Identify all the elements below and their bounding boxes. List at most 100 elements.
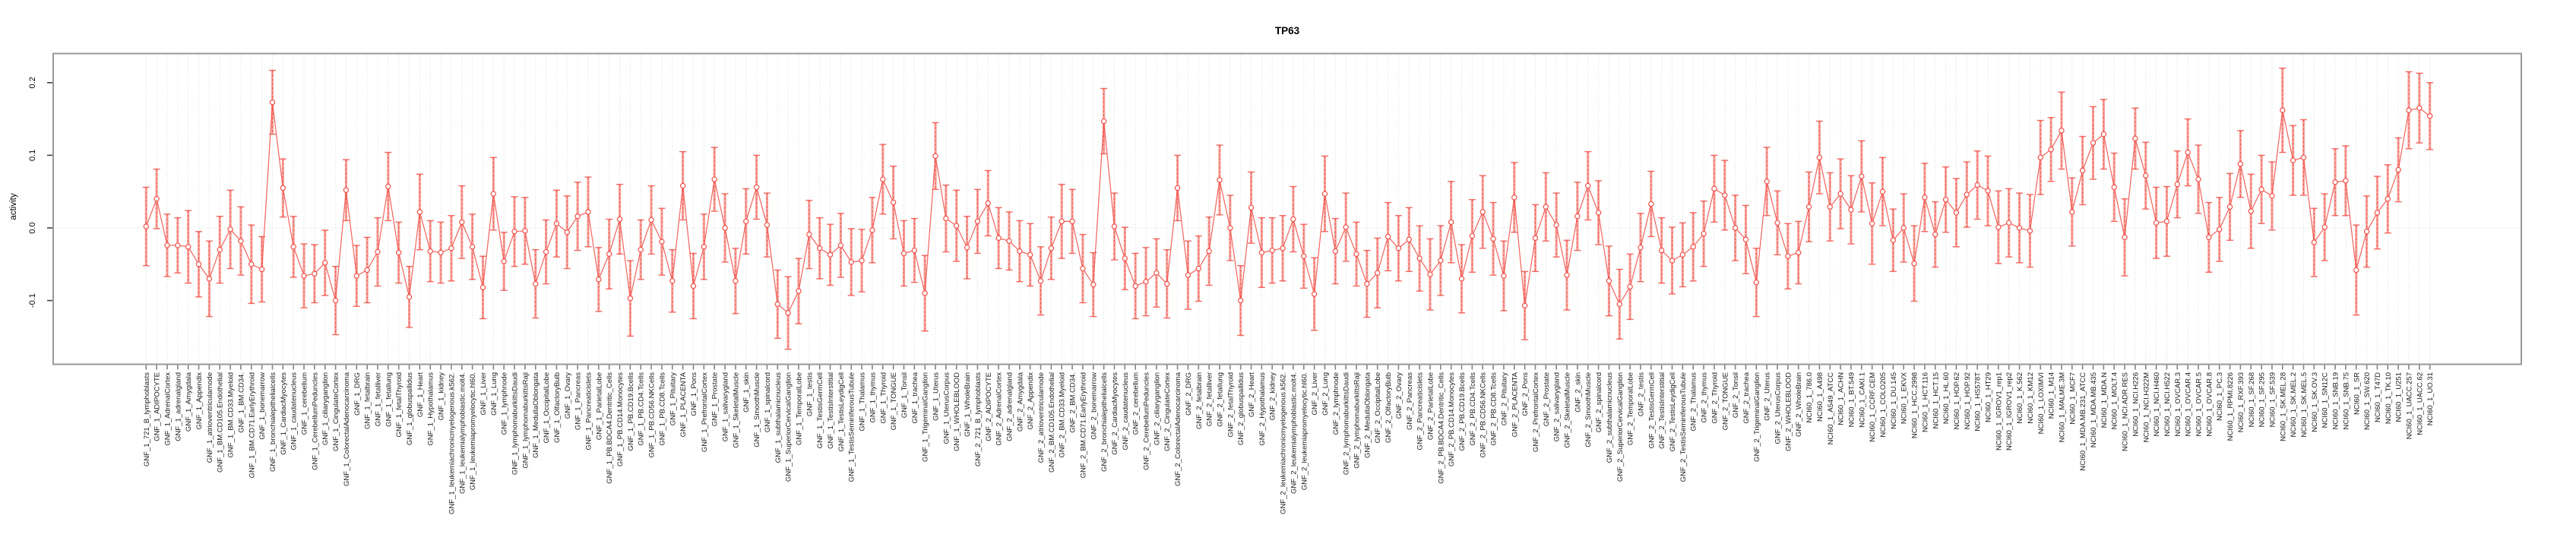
x-tick-label: GNF_1_fetalbrain — [364, 372, 372, 429]
x-tick-label: GNF_1_trachea — [911, 372, 919, 423]
data-point — [1154, 270, 1160, 276]
data-point — [353, 273, 359, 279]
data-point — [816, 245, 823, 251]
data-point — [890, 199, 897, 206]
x-tick-label: NCI60_1_BT.549 — [1847, 372, 1856, 427]
data-point — [1859, 173, 1865, 179]
data-point — [2079, 167, 2086, 174]
x-tick-label: GNF_2_Thyroid — [1710, 372, 1719, 424]
data-point — [1953, 210, 1960, 216]
data-point — [954, 223, 960, 229]
x-tick-label: GNF_1_TrigeminalGanglion — [922, 372, 930, 462]
data-point — [2248, 208, 2254, 214]
data-point — [1753, 280, 1760, 286]
x-tick-label: GNF_1_bonemarrow — [258, 372, 267, 440]
x-tick-label: GNF_1_PB.BDCA4.Dentritic_Cells — [606, 372, 614, 484]
data-point — [2143, 172, 2149, 179]
data-point — [332, 297, 339, 304]
data-point — [2237, 161, 2244, 167]
x-tick-label: GNF_2_adrenalgland — [1005, 372, 1014, 441]
data-points — [143, 99, 2433, 316]
x-tick-label: NCI60_1_NCI.H522 — [2163, 372, 2172, 437]
x-tick-label: NCI60_1_HCT.15 — [1932, 372, 1940, 428]
data-point — [343, 187, 350, 193]
data-point — [1648, 201, 1654, 207]
x-tick-label: GNF_1_CerebellumPeduncles — [311, 372, 319, 470]
data-point — [564, 229, 570, 236]
data-point — [922, 290, 928, 296]
data-point — [974, 218, 981, 225]
data-point — [2395, 166, 2401, 173]
x-tick-label: NCI60_1_HOP.92 — [1964, 372, 1972, 429]
data-point — [1364, 280, 1370, 287]
x-tick-label: GNF_1_adrenalgland — [174, 372, 182, 441]
data-point — [1248, 204, 1255, 210]
data-point — [1080, 265, 1086, 272]
data-point — [2037, 154, 2043, 160]
x-tick-label: GNF_2_Pons — [1521, 372, 1530, 416]
data-point — [995, 235, 1002, 242]
x-tick-label: NCI60_1_K.562 — [2016, 372, 2024, 424]
x-tick-label: GNF_1_Liver — [479, 372, 488, 416]
x-tick-label: NCI60_1_TK.10 — [2385, 372, 2393, 424]
data-point — [985, 200, 991, 207]
data-point — [490, 191, 497, 197]
data-point — [1585, 182, 1591, 189]
x-tick-label: GNF_2_fetalbrain — [1195, 372, 1204, 429]
x-tick-label: NCI60_1_MDA.N — [2100, 372, 2109, 428]
x-tick-label: NCI60_1_OVCAR.4 — [2185, 372, 2193, 436]
data-point — [2185, 149, 2191, 156]
data-point — [827, 251, 834, 258]
data-point — [2343, 178, 2349, 184]
data-point — [2416, 105, 2423, 111]
data-point — [301, 273, 307, 279]
x-tick-label: GNF_2_PB.BDCA4.Dentritic_Cells — [1437, 372, 1445, 484]
x-tick-label: GNF_1_BM.CD71.EarlyErythroid — [248, 372, 256, 478]
data-point — [1574, 213, 1581, 220]
x-tick-label: NCI60_1_NCI.ADR.RES — [2122, 372, 2130, 451]
x-tick-label: GNF_1_ParietalLobe — [595, 372, 603, 440]
data-point — [869, 227, 875, 233]
x-tick-label: GNF_1_CardiacMyocytes — [280, 372, 288, 455]
x-tick-label: GNF_1_PB.CD8.Tcells — [658, 372, 666, 446]
data-point — [1037, 278, 1044, 284]
x-tick-label: GNF_2_lymphnode — [1332, 372, 1340, 435]
data-point — [1764, 179, 1770, 185]
data-point — [1332, 248, 1339, 255]
x-tick-label: GNF_2_BM.CD105.Endothelial — [1048, 372, 1056, 473]
data-point — [1595, 210, 1602, 216]
data-point — [1722, 192, 1728, 198]
x-tick-label: GNF_1_OlfactoryBulb — [553, 372, 562, 443]
x-tick-label: NCI60_1_KM12 — [2027, 372, 2035, 424]
x-tick-label: GNF_2_Amygdala — [1016, 372, 1024, 432]
y-axis-ticks: 0.2 0.1 0.0 -0.1 — [28, 77, 52, 308]
data-point — [280, 185, 286, 191]
x-tick-label: NCI60_1_SK.OV.3 — [2311, 372, 2319, 432]
x-tick-label: GNF_2_bronchialepithelialcells — [1100, 372, 1109, 472]
x-tick-label: GNF_2_PLACENTA — [1511, 372, 1519, 437]
data-point — [648, 217, 654, 223]
x-tick-label: NCI60_1_SW.620 — [2363, 372, 2372, 430]
data-point — [1932, 231, 1938, 238]
x-tick-label: GNF_2_BM.CD71.EarlyErythroid — [1079, 372, 1087, 478]
x-tick-label: NCI60_1_SNB.75 — [2342, 372, 2350, 430]
y-tick-label: -0.1 — [28, 293, 37, 308]
x-tick-label: GNF_1_PB.CD4.Tcells — [638, 372, 646, 446]
x-tick-label: NCI60_1_UO.31 — [2426, 372, 2435, 425]
data-point — [743, 218, 749, 225]
data-point — [2363, 229, 2370, 235]
x-tick-label: GNF_2_leukemiachronicmyelogenous.k562. — [1280, 372, 1288, 514]
x-tick-label: GNF_1_AdrenalCortex — [163, 372, 172, 446]
data-point — [659, 239, 665, 245]
x-tick-label: GNF_1_Tonsil — [900, 372, 909, 418]
data-point — [1269, 247, 1275, 254]
x-tick-label: NCI60_1_CAKI.1 — [1858, 372, 1866, 428]
data-point — [2311, 239, 2318, 245]
x-tick-label: NCI60_1_SN12C — [2321, 372, 2330, 428]
data-point — [1048, 245, 1055, 251]
x-tick-label: GNF_1_DRG — [353, 372, 362, 416]
data-point — [1816, 154, 1823, 160]
data-point — [880, 176, 886, 182]
x-tick-label: NCI60_1_PC.3 — [2216, 372, 2224, 421]
x-tick-label: GNF_2_Pancreaticislets — [1416, 372, 1425, 451]
